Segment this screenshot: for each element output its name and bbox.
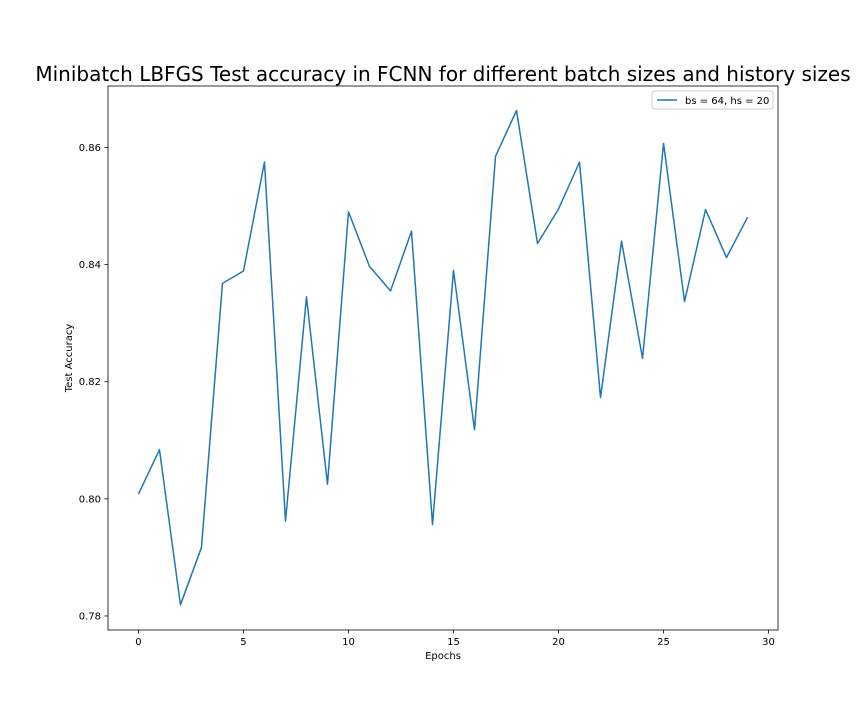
x-tick-label: 5 <box>240 637 246 648</box>
y-tick-label: 0.82 <box>79 377 101 388</box>
x-tick-label: 20 <box>552 637 565 648</box>
x-tick-label: 10 <box>342 637 355 648</box>
y-axis-label: Test Accuracy <box>64 324 75 394</box>
chart-title: Minibatch LBFGS Test accuracy in FCNN fo… <box>35 62 850 86</box>
y-tick-label: 0.80 <box>79 494 101 505</box>
y-axis: 0.78 0.80 0.82 0.84 0.86 <box>79 143 108 622</box>
series-line-0 <box>137 109 749 606</box>
plot-area <box>107 85 779 631</box>
series-layer <box>137 109 749 606</box>
x-tick-label: 15 <box>447 637 460 648</box>
y-tick-label: 0.86 <box>79 143 101 154</box>
x-axis: 0 5 10 15 20 25 30 <box>135 630 775 648</box>
legend: bs = 64, hs = 20 <box>651 90 774 110</box>
y-tick-label: 0.78 <box>79 611 101 622</box>
x-tick-label: 30 <box>762 637 775 648</box>
x-axis-label: Epochs <box>425 651 461 662</box>
y-tick-label: 0.84 <box>79 260 101 271</box>
x-tick-label: 25 <box>657 637 670 648</box>
legend-box <box>651 90 774 110</box>
x-tick-label: 0 <box>135 637 141 648</box>
legend-label: bs = 64, hs = 20 <box>685 96 769 107</box>
